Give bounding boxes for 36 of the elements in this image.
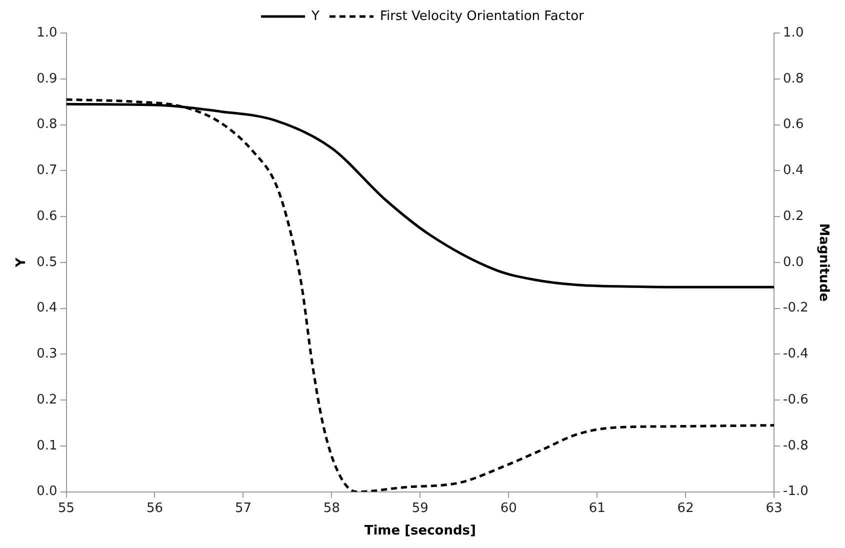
x-tick-label: 55 bbox=[58, 500, 75, 516]
y2-tick-label: 0.0 bbox=[783, 254, 804, 270]
x-tick-label: 58 bbox=[323, 500, 340, 516]
y2-tick-label: 0.6 bbox=[783, 117, 804, 132]
x-tick-label: 56 bbox=[146, 500, 164, 516]
y-tick-label: 0.8 bbox=[36, 117, 58, 132]
legend-label: Y bbox=[310, 8, 320, 24]
legend-label: First Velocity Orientation Factor bbox=[380, 8, 585, 24]
y-axis-title: Y bbox=[14, 257, 30, 268]
y-tick-label: 1.0 bbox=[36, 25, 58, 40]
y2-tick-label: 1.0 bbox=[783, 25, 804, 40]
y-tick-label: 0.2 bbox=[36, 392, 58, 408]
y-tick-label: 0.1 bbox=[36, 438, 58, 454]
y2-tick-label: -0.4 bbox=[783, 346, 808, 362]
x-axis-title: Time [seconds] bbox=[364, 524, 476, 539]
x-tick-label: 60 bbox=[500, 500, 517, 516]
x-tick-label: 63 bbox=[766, 500, 782, 516]
y2-tick-label: -0.6 bbox=[783, 392, 808, 408]
x-tick-label: 59 bbox=[412, 500, 428, 516]
y2-tick-label: 0.2 bbox=[783, 208, 804, 224]
y-tick-label: 0.6 bbox=[36, 208, 58, 224]
y-tick-label: 0.7 bbox=[36, 163, 58, 178]
x-tick-label: 62 bbox=[677, 500, 694, 516]
y2-tick-label: -1.0 bbox=[783, 484, 808, 500]
y-tick-label: 0.9 bbox=[36, 71, 58, 86]
y2-tick-label: -0.2 bbox=[783, 300, 808, 316]
y-tick-label: 0.0 bbox=[36, 484, 58, 500]
y-tick-label: 0.3 bbox=[36, 346, 58, 362]
y2-axis-title: Magnitude bbox=[816, 223, 831, 302]
x-tick-label: 61 bbox=[588, 500, 606, 516]
y-tick-label: 0.4 bbox=[36, 300, 58, 316]
y2-tick-label: -0.8 bbox=[783, 438, 808, 454]
y2-tick-label: 0.8 bbox=[783, 71, 804, 86]
x-tick-label: 57 bbox=[234, 500, 252, 516]
y-tick-label: 0.5 bbox=[36, 254, 58, 270]
y2-tick-label: 0.4 bbox=[783, 163, 804, 178]
